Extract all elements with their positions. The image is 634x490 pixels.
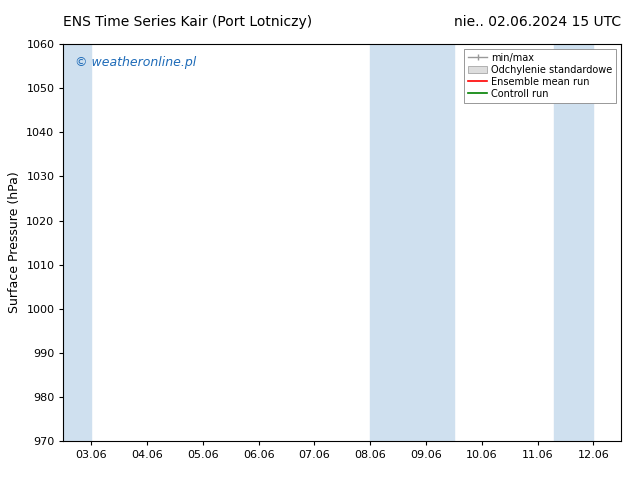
Bar [554, 44, 593, 441]
Bar [370, 44, 454, 441]
Text: nie.. 02.06.2024 15 UTC: nie.. 02.06.2024 15 UTC [454, 15, 621, 29]
Y-axis label: Surface Pressure (hPa): Surface Pressure (hPa) [8, 172, 21, 314]
Bar [63, 44, 91, 441]
Text: ENS Time Series Kair (Port Lotniczy): ENS Time Series Kair (Port Lotniczy) [63, 15, 313, 29]
Legend: min/max, Odchylenie standardowe, Ensemble mean run, Controll run: min/max, Odchylenie standardowe, Ensembl… [464, 49, 616, 102]
Text: © weatheronline.pl: © weatheronline.pl [75, 56, 196, 69]
